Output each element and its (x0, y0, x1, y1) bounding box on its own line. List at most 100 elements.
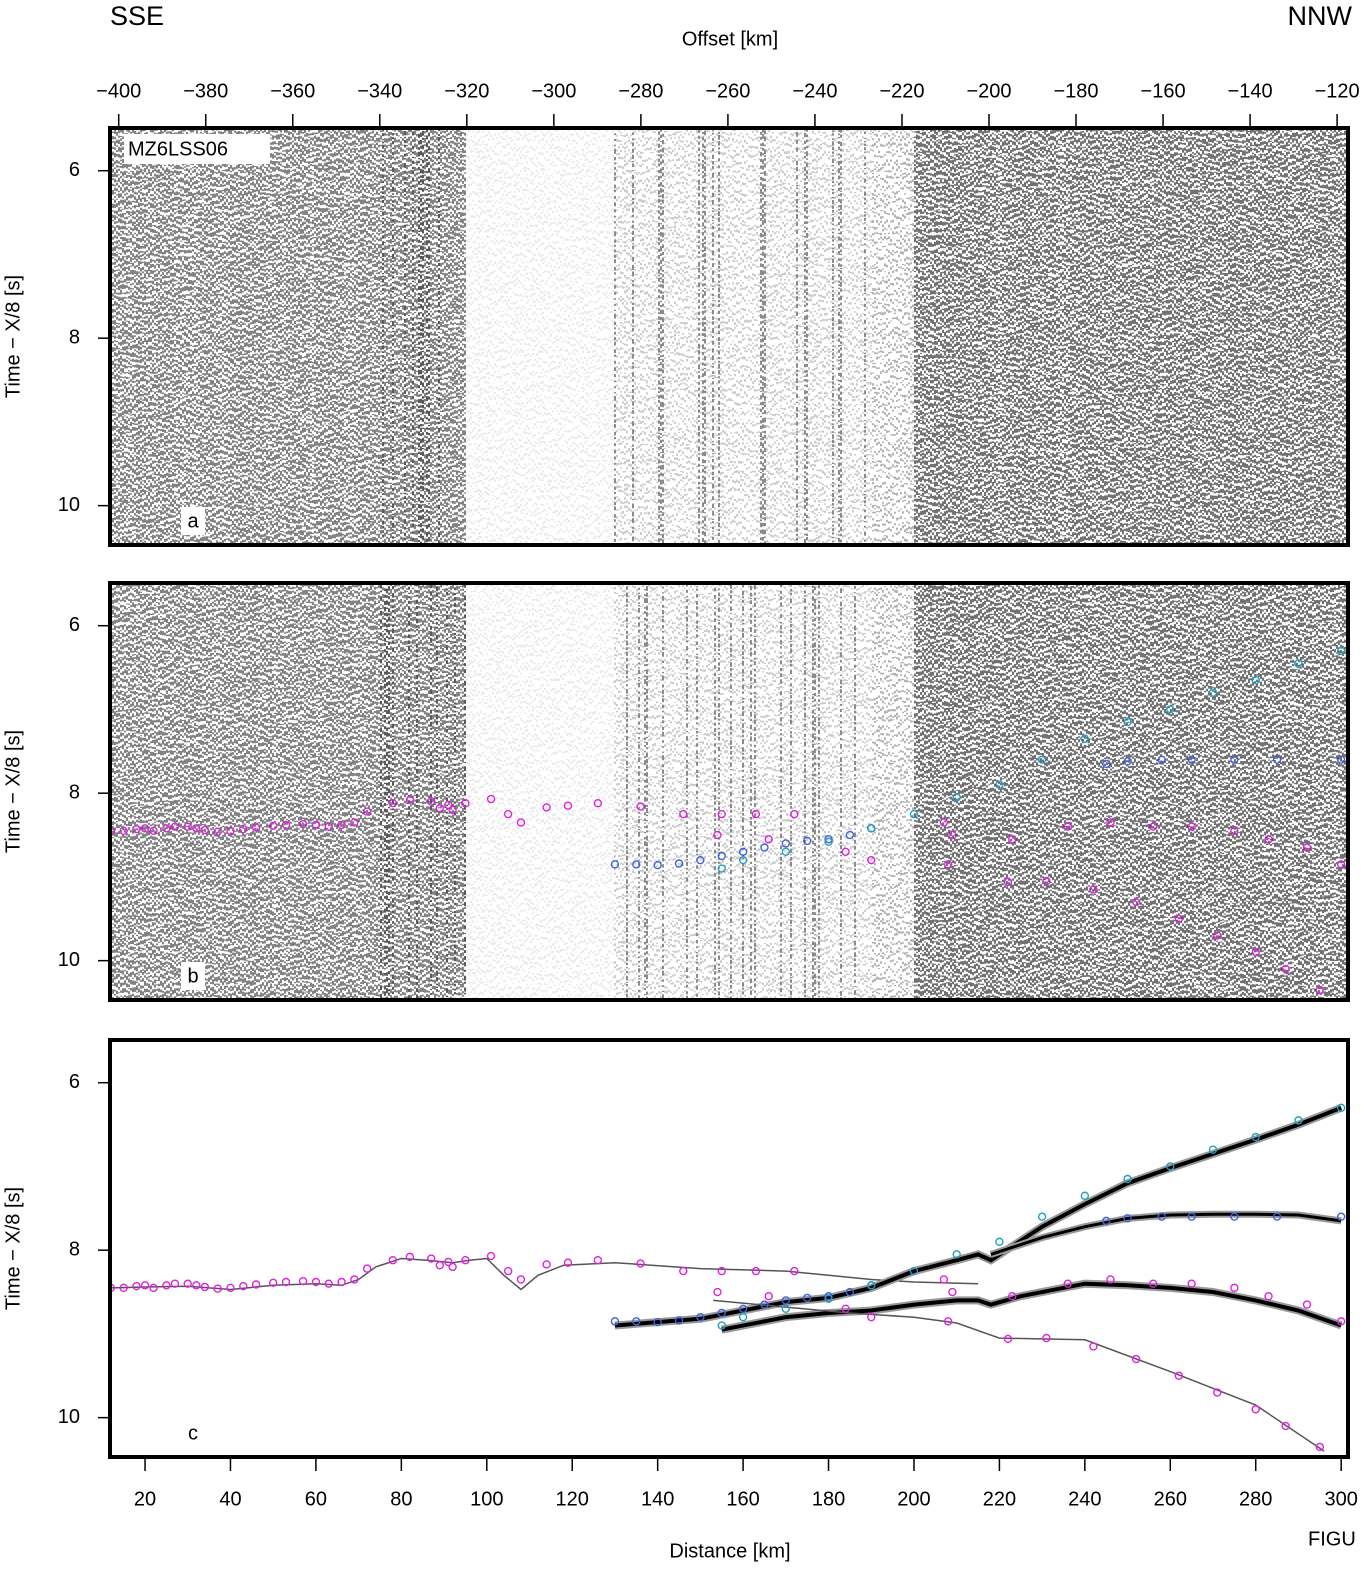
pick (867, 1281, 876, 1290)
pick (405, 795, 415, 805)
pick (486, 1251, 496, 1261)
pick (1149, 1279, 1158, 1288)
pick (213, 1284, 222, 1293)
pick (674, 859, 684, 868)
pick (1003, 1334, 1013, 1344)
pick (824, 837, 833, 846)
pick (1294, 1116, 1303, 1125)
x-tick-label: 160 (726, 1488, 759, 1510)
pick (1187, 822, 1196, 831)
pick (1063, 822, 1072, 831)
panel-label: a (187, 510, 199, 532)
pick (1264, 835, 1273, 844)
pick (162, 1281, 171, 1290)
pick (1208, 688, 1218, 697)
x-tick-label: −160 (1141, 80, 1186, 102)
x-tick-label: −360 (270, 80, 315, 102)
pick (226, 826, 235, 836)
direction-right: NNW (1288, 1, 1353, 31)
pick (444, 800, 453, 810)
pick (1213, 931, 1222, 940)
pick (1187, 1279, 1196, 1288)
pick (1102, 759, 1111, 769)
pick (362, 807, 372, 816)
pick (717, 1266, 726, 1276)
pick (1315, 985, 1325, 995)
pick (909, 809, 919, 819)
pick (1281, 1421, 1290, 1431)
x-tick-label: 260 (1154, 1488, 1187, 1510)
pick (952, 793, 961, 802)
pick (298, 819, 308, 829)
pick (760, 1300, 769, 1309)
pick (713, 830, 722, 840)
pick (1264, 1292, 1273, 1301)
pick (781, 1304, 791, 1313)
pick (324, 822, 333, 831)
x-tick-label: −320 (444, 80, 489, 102)
pick (1166, 1162, 1175, 1171)
pick (867, 855, 876, 865)
y-tick-label: 6 (69, 1071, 80, 1093)
pick (119, 826, 128, 836)
footer-text: FIGU (1308, 1528, 1356, 1550)
pick (149, 826, 158, 836)
pick (281, 1277, 291, 1287)
pick (461, 799, 470, 808)
pick (162, 824, 171, 833)
pick (610, 1317, 620, 1326)
pick (867, 1312, 876, 1322)
pick (149, 1283, 158, 1293)
pick (1003, 877, 1013, 887)
pick (610, 860, 620, 869)
pick (995, 780, 1004, 790)
pick (1102, 1216, 1111, 1226)
model-curve (110, 1257, 979, 1291)
pick (713, 1287, 722, 1297)
pick (948, 1287, 957, 1297)
model-curve (721, 1281, 1342, 1332)
pick (593, 1256, 603, 1265)
x-tick-label: 40 (219, 1488, 241, 1510)
pick (448, 805, 457, 815)
pick (503, 809, 513, 819)
panel (110, 583, 1348, 1000)
y-axis-label: Time − X/8 [s] (2, 275, 24, 398)
pick (1174, 914, 1184, 923)
pick (239, 1281, 248, 1291)
pick (674, 1316, 684, 1325)
pick (239, 824, 248, 834)
pick (943, 1317, 953, 1326)
y-tick-label: 6 (69, 159, 80, 181)
x-tick-label: −240 (792, 80, 837, 102)
pick (1187, 1212, 1196, 1221)
pick (1251, 675, 1260, 685)
pick (1123, 1214, 1132, 1223)
x-tick-label: 60 (305, 1488, 327, 1510)
pick (717, 809, 726, 819)
pick (405, 1252, 415, 1262)
pick (636, 1259, 645, 1268)
panel-label: b (187, 965, 198, 987)
pick (824, 835, 833, 844)
pick (435, 1261, 444, 1270)
x-tick-label: −200 (966, 80, 1011, 102)
pick (1131, 897, 1141, 907)
pick (738, 855, 748, 865)
pick (1106, 1275, 1115, 1284)
pick (1336, 1212, 1346, 1221)
pick (1272, 1212, 1282, 1221)
pick (653, 1317, 662, 1327)
pick (952, 1250, 961, 1259)
pick (738, 1312, 748, 1322)
pick (679, 1266, 688, 1276)
pick (140, 1281, 150, 1290)
pick (1302, 1300, 1312, 1309)
pick (350, 1275, 359, 1284)
panel-label-bg (181, 507, 205, 535)
x-tick-label: 140 (641, 1488, 674, 1510)
pick (337, 820, 346, 830)
pick (717, 1308, 726, 1318)
pick (542, 803, 551, 812)
